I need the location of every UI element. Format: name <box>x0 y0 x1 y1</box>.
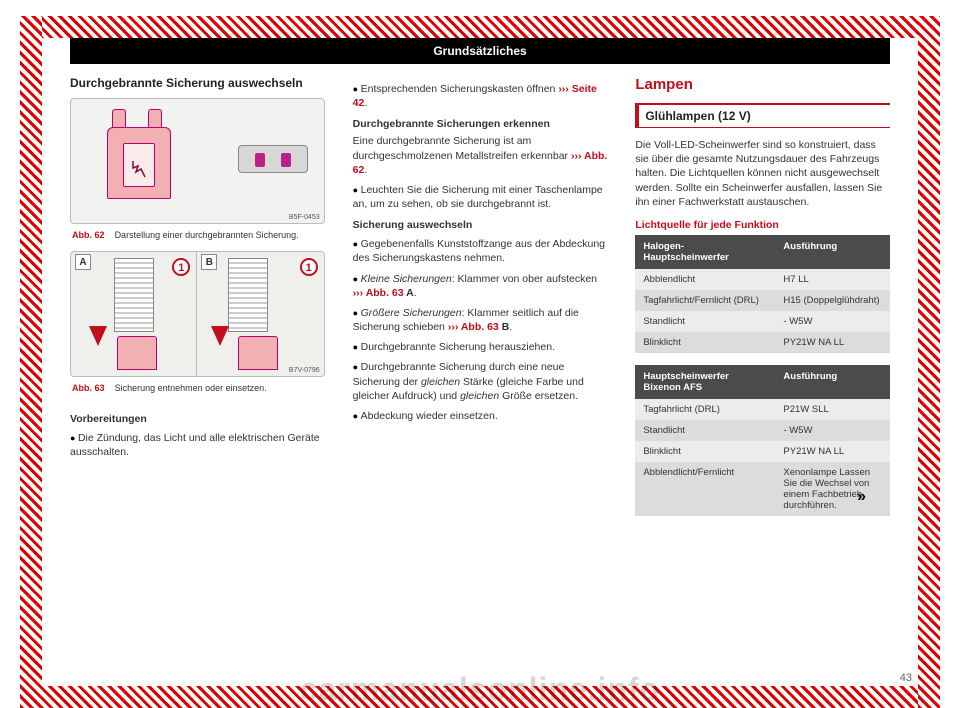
border-stripe <box>20 16 940 38</box>
section-title: Lampen <box>635 76 890 93</box>
bullet-item: Leuchten Sie die Sicherung mit einer Tas… <box>353 183 608 211</box>
figure-63: A 1 B 1 B7V-0796 <box>70 251 325 377</box>
panel-tag-b: B <box>201 254 217 270</box>
table-cell: H15 (Doppelglühdraht) <box>775 290 890 311</box>
bullet-item: Abdeckung wieder einsetzen. <box>353 409 608 423</box>
sub-heading: Sicherung auswechseln <box>353 219 608 231</box>
table-header: Ausführung <box>775 235 890 269</box>
continuation-mark: » <box>857 488 866 506</box>
table-cell: P21W SLL <box>775 399 890 420</box>
column-2: Entsprechenden Sicherungskasten öffnen ›… <box>353 76 608 528</box>
table-cell: PY21W NA LL <box>775 332 890 353</box>
bullet-item: Die Zündung, das Licht und alle elektris… <box>70 431 325 459</box>
border-stripe <box>20 686 940 708</box>
figure-label: Abb. 62 <box>72 230 105 240</box>
table-cell: Standlicht <box>635 420 775 441</box>
panel-tag-a: A <box>75 254 91 270</box>
table-cell: - W5W <box>775 311 890 332</box>
table-cell: - W5W <box>775 420 890 441</box>
page-content: Grundsätzliches Durchgebrannte Sicherung… <box>42 38 918 686</box>
table-title: Lichtquelle für jede Funktion <box>635 219 890 231</box>
table-cell: Tagfahrlicht (DRL) <box>635 399 775 420</box>
table-header: Hauptscheinwerfer Bixenon AFS <box>635 365 775 399</box>
figure-code: B7V-0796 <box>289 367 320 374</box>
table-cell: Abblendlicht/Fernlicht <box>635 462 775 516</box>
table-header: Halogen-Hauptscheinwerfer <box>635 235 775 269</box>
figure-63-caption: Abb. 63 Sicherung entnehmen oder einsetz… <box>70 379 325 404</box>
figure-code: B5F-0453 <box>289 214 320 221</box>
table-cell: Blinklicht <box>635 441 775 462</box>
table-cell: Tagfahrlicht/Fernlicht (DRL) <box>635 290 775 311</box>
figure-62: B5F-0453 <box>70 98 325 224</box>
bullet-item: Durchgebrannte Sicherung herausziehen. <box>353 340 608 354</box>
page-number: 43 <box>900 672 912 684</box>
table-cell: Standlicht <box>635 311 775 332</box>
figure-caption-text: Sicherung entnehmen oder einsetzen. <box>115 383 267 393</box>
table-cell: H7 LL <box>775 269 890 290</box>
arrow-down-icon <box>89 326 107 346</box>
page-header: Grundsätzliches <box>70 38 890 64</box>
cross-ref: ››› Abb. 63 <box>353 287 404 299</box>
cross-ref: ››› Abb. 63 <box>448 321 499 333</box>
table-cell: PY21W NA LL <box>775 441 890 462</box>
column-3: Lampen Glühlampen (12 V) Die Voll-LED-Sc… <box>635 76 890 528</box>
figure-label: Abb. 63 <box>72 383 105 393</box>
table-cell: Abblendlicht <box>635 269 775 290</box>
blown-fuse-icon <box>129 159 149 179</box>
border-stripe <box>918 16 940 708</box>
section-heading: Durchgebrannte Sicherung auswechseln <box>70 76 325 90</box>
bullet-item: Entsprechenden Sicherungskasten öffnen ›… <box>353 82 608 110</box>
bullet-item: Kleine Sicherungen: Klammer von ober auf… <box>353 272 608 300</box>
table-bixenon: Hauptscheinwerfer Bixenon AFS Ausführung… <box>635 365 890 516</box>
body-text: Die Voll-LED-Scheinwerfer sind so konstr… <box>635 138 890 209</box>
table-halogen: Halogen-Hauptscheinwerfer Ausführung Abb… <box>635 235 890 353</box>
bullet-item: Größere Sicherungen: Klammer seitlich au… <box>353 306 608 334</box>
bullet-item: Durchgebrannte Sicherung durch eine neue… <box>353 360 608 403</box>
figure-caption-text: Darstellung einer durchgebrannten Sicher… <box>115 230 299 240</box>
callout-1: 1 <box>300 258 318 276</box>
arrow-down-icon <box>211 326 229 346</box>
table-cell: Xenonlampe Lassen Sie die Wechsel von ei… <box>775 462 890 516</box>
bullet-item: Gegebenenfalls Kunststoffzange aus der A… <box>353 237 608 265</box>
figure-62-caption: Abb. 62 Darstellung einer durchgebrannte… <box>70 226 325 251</box>
subsection-title: Glühlampen (12 V) <box>635 103 890 128</box>
callout-1: 1 <box>172 258 190 276</box>
body-text: Eine durchgebrannte Sicherung ist am dur… <box>353 134 608 177</box>
table-cell: Blinklicht <box>635 332 775 353</box>
column-1: Durchgebrannte Sicherung auswechseln B5F… <box>70 76 325 528</box>
sub-heading: Durchgebrannte Sicherungen erkennen <box>353 118 608 130</box>
table-header: Ausführung <box>775 365 890 399</box>
border-stripe <box>20 16 42 708</box>
sub-heading: Vorbereitungen <box>70 413 325 425</box>
